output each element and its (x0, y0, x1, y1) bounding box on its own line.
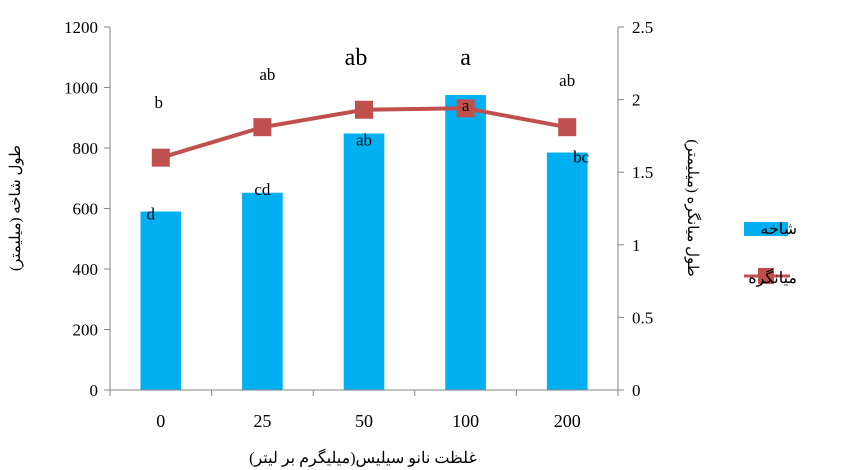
left-tick-label: 600 (73, 200, 99, 219)
bar-label: a (462, 96, 470, 115)
left-tick-label: 200 (73, 321, 99, 340)
legend-line-label: میانگره (748, 268, 797, 287)
left-tick-label: 0 (90, 381, 99, 400)
right-tick-label: 1.5 (632, 163, 653, 182)
right-tick-label: 2.5 (632, 18, 653, 37)
bar-label: ab (356, 130, 372, 149)
line-label: b (155, 93, 164, 112)
bar (140, 211, 182, 390)
line-marker (355, 100, 373, 119)
bar (343, 133, 385, 391)
legend-bar-label: شاخه (760, 221, 797, 238)
line-marker (558, 118, 577, 137)
x-axis-title: غلظت نانو سیلیس(میلیگرم بر لیتر) (249, 448, 477, 467)
x-axis: 0 25 50 100 200 (109, 389, 619, 431)
right-tick-label: 0.5 (632, 308, 653, 327)
left-y-axis: 0 200 400 600 800 1000 1200 (64, 18, 111, 400)
x-tick-label: 0 (156, 411, 165, 431)
right-y-axis-title: طول میانگره (میلیمتر) (684, 139, 702, 276)
bar (445, 95, 486, 390)
significance-labels: d cd ab a bc b ab ab a ab (147, 45, 590, 224)
bar-label: cd (254, 180, 271, 199)
left-y-axis-title: طول شاخه (میلیمتر) (8, 145, 24, 271)
right-tick-label: 0 (632, 381, 641, 400)
bar-series (140, 95, 588, 391)
x-tick-label: 200 (554, 411, 581, 431)
right-tick-label: 1 (632, 236, 641, 255)
bar-label: bc (573, 148, 590, 167)
x-tick-label: 50 (355, 411, 373, 431)
x-tick-label: 25 (253, 411, 271, 431)
left-tick-label: 800 (73, 139, 99, 158)
line-label: ab (259, 65, 275, 84)
right-tick-label: 2 (632, 91, 641, 110)
line-label: ab (559, 71, 575, 90)
legend-bar-swatch (744, 222, 788, 236)
bar (546, 152, 588, 390)
line-marker (253, 118, 272, 137)
bar-label: d (147, 205, 156, 224)
left-tick-label: 400 (73, 260, 99, 279)
line-marker (151, 148, 170, 167)
line-label: ab (345, 45, 368, 71)
legend: شاخه میانگره (744, 221, 797, 287)
left-tick-label: 1200 (64, 18, 98, 37)
x-tick-label: 100 (452, 411, 479, 431)
line-series (151, 99, 577, 167)
left-tick-label: 1000 (64, 79, 98, 98)
line-marker (456, 99, 475, 118)
right-y-axis: 0 0.5 1 1.5 2 2.5 (617, 18, 653, 400)
line-label: a (460, 45, 471, 71)
bar (242, 192, 283, 390)
legend-line-marker (758, 268, 774, 284)
